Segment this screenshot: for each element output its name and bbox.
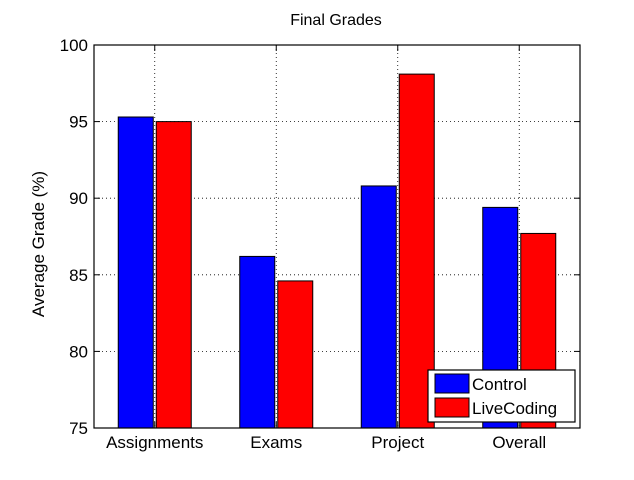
chart-title: Final Grades [290,12,382,29]
legend: Control LiveCoding [427,369,576,423]
y-tick-label: 75 [69,419,88,438]
bar-control-project [360,185,397,429]
plot-frame [93,44,581,429]
ticks-layer: 75 80 85 90 95 100 Assignments Exams Project Over… [60,36,580,452]
x-tick-label: Project [371,433,424,452]
bar-control-assignments [117,116,154,429]
y-tick-label: 80 [69,342,88,361]
y-tick-label: 100 [60,36,88,55]
bar-livecoding-project [398,73,435,429]
y-axis-label: Average Grade (%) [29,171,48,317]
y-tick-label: 90 [69,189,88,208]
legend-label-livecoding: LiveCoding [472,399,557,418]
bar-control-exams [239,255,276,429]
legend-swatch-control [434,373,470,394]
legend-label-control: Control [472,375,527,394]
x-tick-label: Overall [492,433,546,452]
bar-livecoding-exams [277,280,314,429]
x-tick-label: Assignments [106,433,203,452]
y-tick-label: 95 [69,113,88,132]
legend-swatch-livecoding [434,397,470,418]
bar-livecoding-assignments [155,121,192,429]
y-tick-label: 85 [69,266,88,285]
x-tick-label: Exams [250,433,302,452]
